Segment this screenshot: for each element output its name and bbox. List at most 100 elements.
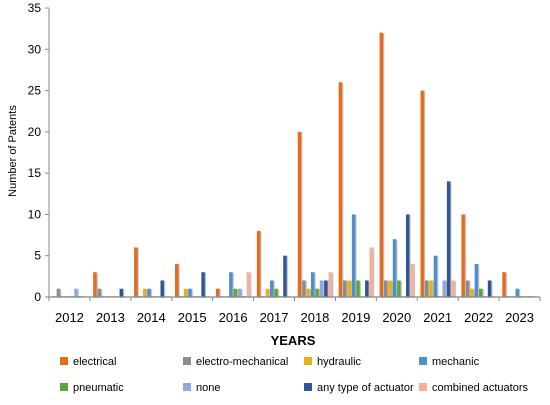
legend-swatch bbox=[419, 383, 427, 391]
bar-any-type-of-actuator-2014 bbox=[160, 280, 164, 297]
bar-combined-actuators-2018 bbox=[328, 272, 332, 297]
legend-swatch bbox=[183, 357, 191, 365]
bar-electro-mechanical-2012 bbox=[56, 288, 61, 297]
bar-mechanic-2022 bbox=[474, 263, 479, 297]
bar-electro-mechanical-2022 bbox=[465, 280, 470, 297]
bar-electrical-2019 bbox=[338, 82, 343, 297]
bar-electro-mechanical-2019 bbox=[343, 280, 347, 297]
bar-electrical-2018 bbox=[297, 131, 302, 297]
x-axis-label: YEARS bbox=[271, 333, 316, 348]
bar-pneumatic-2016 bbox=[233, 288, 237, 297]
bar-mechanic-2015 bbox=[188, 288, 192, 297]
legend-label: hydraulic bbox=[317, 356, 362, 368]
y-tick-label: 15 bbox=[28, 166, 42, 180]
bar-pneumatic-2020 bbox=[397, 280, 401, 297]
legend-swatch bbox=[304, 357, 312, 365]
bar-electrical-2015 bbox=[175, 263, 179, 297]
bar-combined-actuators-2021 bbox=[451, 280, 455, 297]
bar-none-2012 bbox=[74, 288, 78, 297]
bar-mechanic-2020 bbox=[392, 239, 397, 297]
bar-hydraulic-2017 bbox=[265, 288, 270, 297]
legend-label: electro-mechanical bbox=[196, 356, 288, 368]
y-tick-label: 30 bbox=[28, 42, 42, 56]
bar-mechanic-2017 bbox=[270, 280, 274, 297]
bar-electrical-2013 bbox=[93, 272, 97, 297]
legend-label: combined actuators bbox=[432, 382, 528, 394]
x-tick-label: 2017 bbox=[260, 310, 289, 325]
bar-any-type-of-actuator-2017 bbox=[283, 255, 287, 297]
plot-area: 0 5 10 15 20 25 30 35 2012 2013 2014 2015 2016 2017 20… bbox=[28, 1, 541, 325]
bar-combined-actuators-2016 bbox=[246, 272, 251, 297]
x-tick-label: 2019 bbox=[341, 310, 370, 325]
bar-any-type-of-actuator-2020 bbox=[405, 214, 410, 297]
bar-none-2016 bbox=[237, 288, 242, 297]
bar-mechanic-2016 bbox=[229, 272, 233, 297]
bar-pneumatic-2018 bbox=[315, 288, 319, 297]
legend: electrical electro-mechanical hydraulic mec… bbox=[60, 356, 528, 394]
bar-hydraulic-2021 bbox=[429, 280, 433, 297]
bar-electrical-2023 bbox=[502, 272, 506, 297]
bar-hydraulic-2018 bbox=[306, 288, 310, 297]
legend-label: electrical bbox=[73, 356, 116, 368]
legend-swatch bbox=[304, 383, 312, 391]
bar-electrical-2016 bbox=[215, 288, 220, 297]
bar-pneumatic-2022 bbox=[479, 288, 483, 297]
bar-hydraulic-2022 bbox=[470, 288, 474, 297]
bar-none-2018 bbox=[319, 280, 324, 297]
bar-hydraulic-2020 bbox=[388, 280, 392, 297]
bar-any-type-of-actuator-2021 bbox=[446, 181, 451, 297]
legend-label: none bbox=[196, 382, 220, 394]
bar-any-type-of-actuator-2013 bbox=[119, 288, 123, 297]
bar-mechanic-2021 bbox=[433, 255, 438, 297]
x-tick-label: 2018 bbox=[300, 310, 329, 325]
bar-mechanic-2019 bbox=[351, 214, 356, 297]
y-axis-label: Number of Patents bbox=[7, 105, 19, 197]
bar-hydraulic-2015 bbox=[183, 288, 188, 297]
bar-electrical-2017 bbox=[256, 230, 261, 297]
x-tick-label: 2020 bbox=[382, 310, 411, 325]
bar-any-type-of-actuator-2022 bbox=[487, 280, 492, 297]
y-tick-label: 10 bbox=[28, 207, 42, 221]
bar-pneumatic-2017 bbox=[274, 288, 278, 297]
bar-any-type-of-actuator-2015 bbox=[201, 272, 205, 297]
legend-swatch bbox=[60, 383, 68, 391]
bar-electro-mechanical-2021 bbox=[424, 280, 429, 297]
bar-mechanic-2014 bbox=[147, 288, 151, 297]
bar-pneumatic-2019 bbox=[356, 280, 360, 297]
x-tick-label: 2012 bbox=[55, 310, 84, 325]
bar-electrical-2014 bbox=[134, 247, 138, 297]
y-tick-label: 25 bbox=[28, 84, 42, 98]
bar-mechanic-2018 bbox=[310, 272, 315, 297]
x-tick-label: 2021 bbox=[423, 310, 452, 325]
x-tick-label: 2013 bbox=[96, 310, 125, 325]
y-tick-label: 20 bbox=[28, 125, 42, 139]
x-tick-label: 2015 bbox=[178, 310, 207, 325]
x-tick-label: 2014 bbox=[137, 310, 166, 325]
bar-electrical-2022 bbox=[461, 214, 465, 297]
x-tick-label: 2023 bbox=[505, 310, 534, 325]
x-tick-label: 2016 bbox=[219, 310, 248, 325]
bar-any-type-of-actuator-2019 bbox=[365, 280, 369, 297]
bar-electro-mechanical-2020 bbox=[383, 280, 388, 297]
bar-hydraulic-2014 bbox=[142, 288, 147, 297]
legend-label: any type of actuator bbox=[317, 382, 414, 394]
bar-electrical-2021 bbox=[420, 90, 424, 297]
legend-swatch bbox=[183, 383, 191, 391]
y-tick-label: 35 bbox=[28, 1, 42, 15]
bar-any-type-of-actuator-2018 bbox=[324, 280, 328, 297]
y-tick-label: 5 bbox=[34, 249, 41, 263]
legend-label: pneumatic bbox=[73, 382, 124, 394]
x-tick-label: 2022 bbox=[464, 310, 493, 325]
legend-swatch bbox=[419, 357, 427, 365]
bar-mechanic-2023 bbox=[515, 288, 519, 297]
bar-electrical-2020 bbox=[379, 32, 383, 298]
y-tick-label: 0 bbox=[34, 290, 41, 304]
legend-swatch bbox=[60, 357, 68, 365]
bar-hydraulic-2019 bbox=[347, 280, 351, 297]
bar-combined-actuators-2019 bbox=[369, 247, 373, 297]
legend-label: mechanic bbox=[432, 356, 480, 368]
bar-none-2021 bbox=[442, 280, 446, 297]
bar-combined-actuators-2020 bbox=[410, 263, 414, 297]
